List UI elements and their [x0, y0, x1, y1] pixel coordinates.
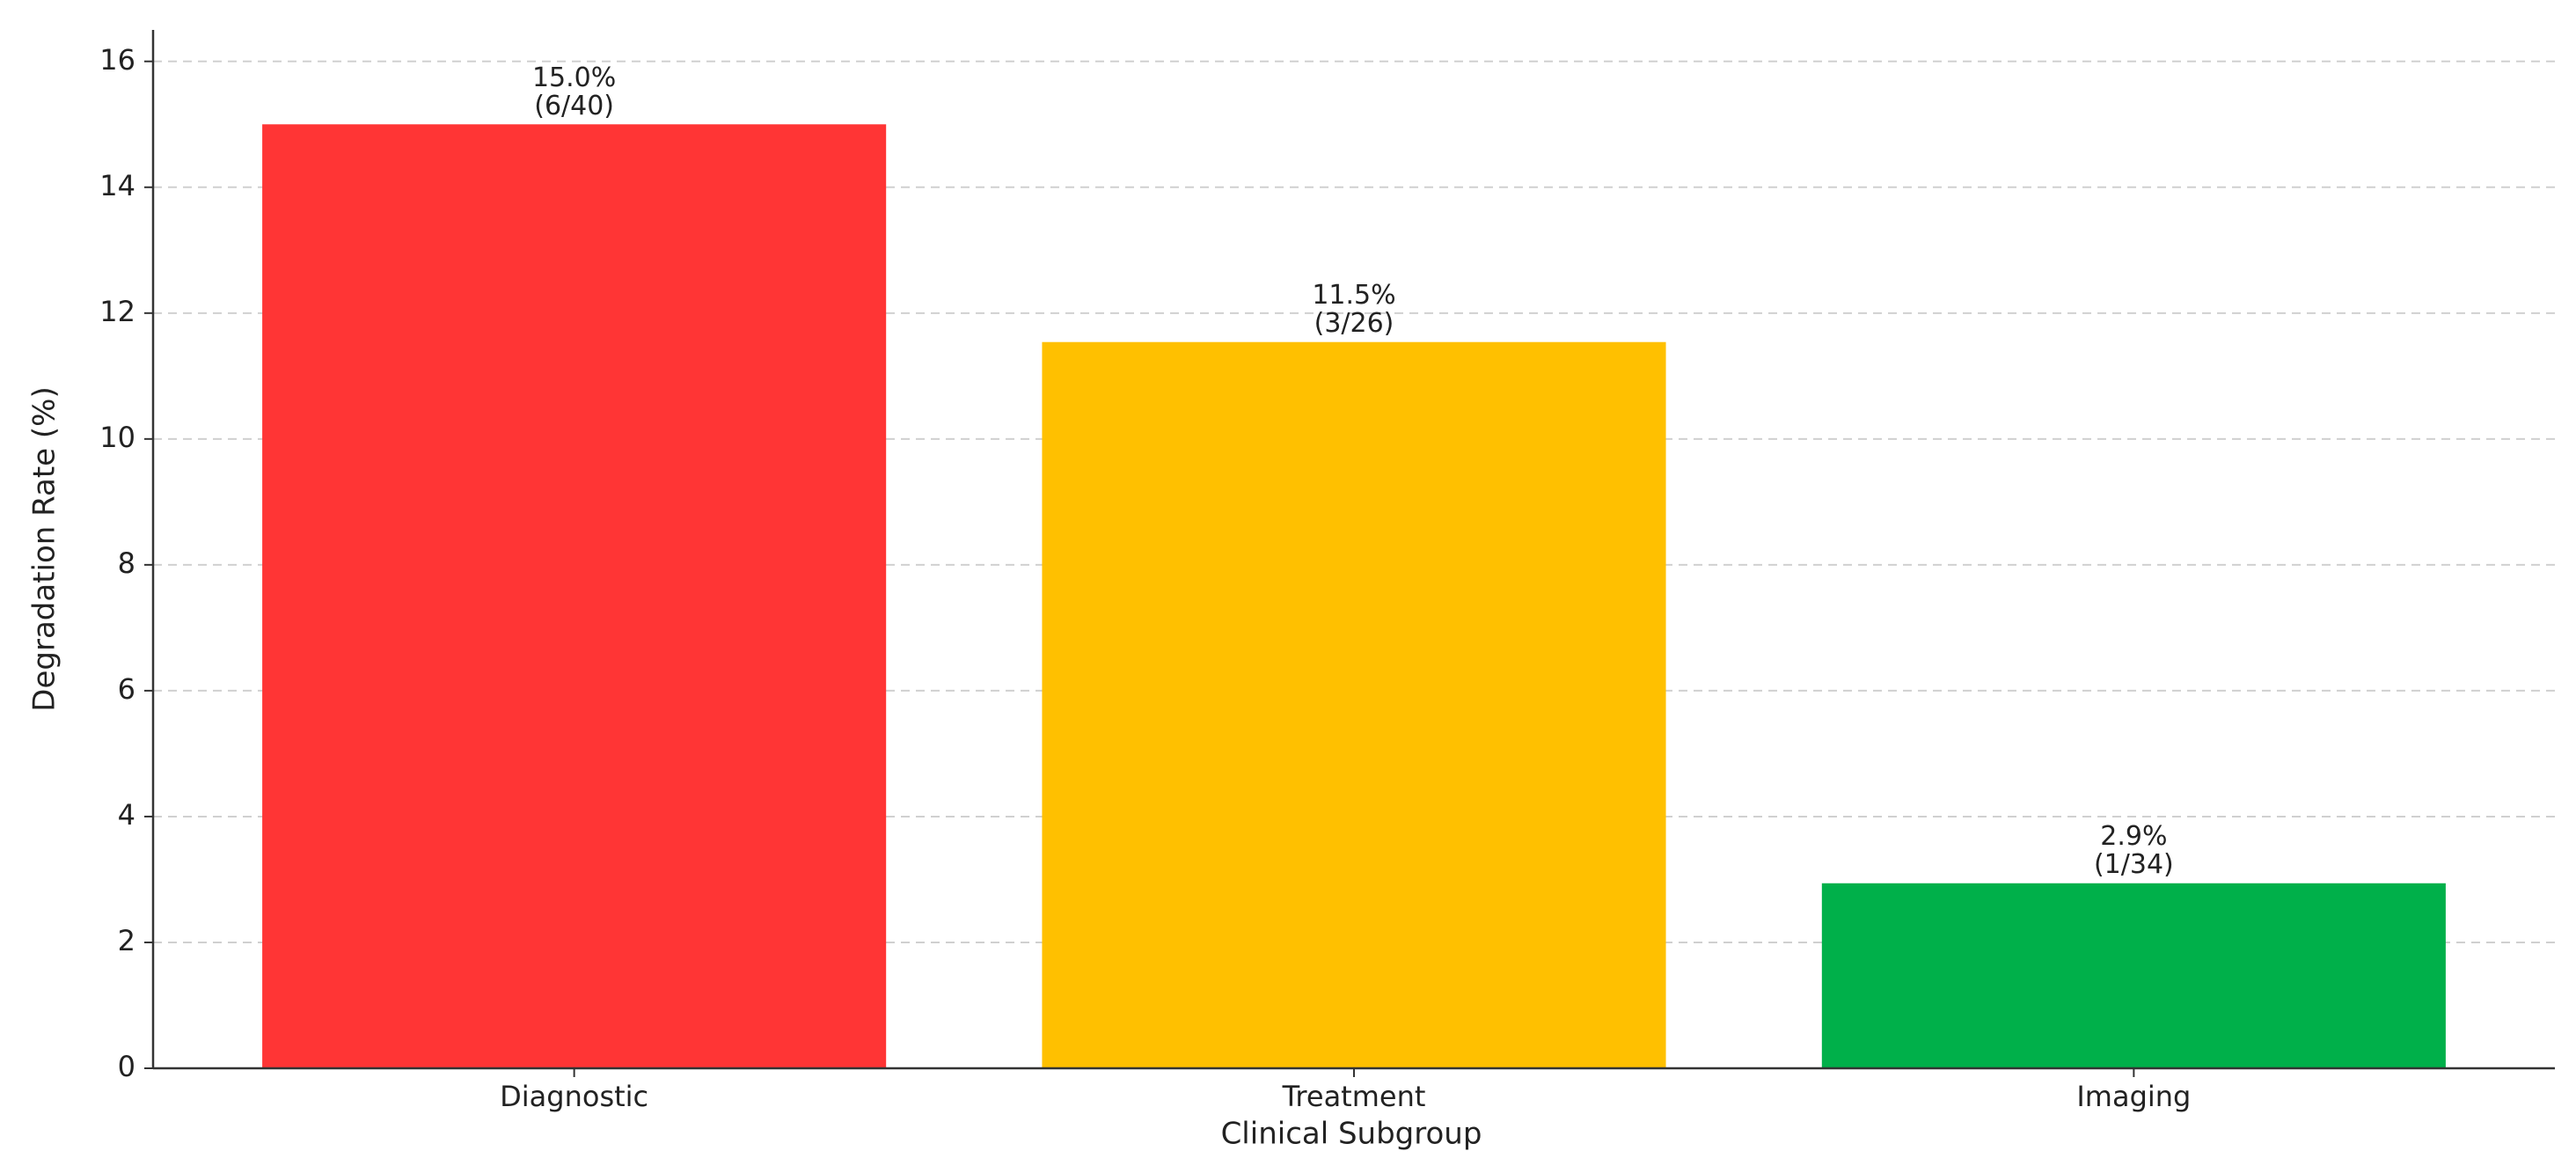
x-tick-label: Treatment	[1282, 1080, 1426, 1113]
value-label: (3/26)	[1314, 308, 1394, 339]
y-tick-label: 6	[118, 672, 135, 706]
x-tick-label: Imaging	[2076, 1080, 2191, 1113]
value-label: (1/34)	[2094, 849, 2174, 880]
bar	[262, 124, 887, 1069]
y-tick-label: 12	[99, 295, 135, 328]
y-tick-label: 0	[118, 1050, 135, 1083]
y-tick-label: 10	[99, 421, 135, 454]
value-label: (6/40)	[534, 91, 614, 121]
bar	[1821, 883, 2446, 1068]
bar	[1042, 341, 1666, 1068]
value-label: 2.9%	[2100, 821, 2167, 852]
y-axis-label: Degradation Rate (%)	[27, 386, 62, 711]
y-tick-label: 8	[118, 546, 135, 580]
y-tick-label: 14	[99, 169, 135, 202]
y-tick-label: 4	[118, 798, 135, 832]
x-axis-label: Clinical Subgroup	[1221, 1117, 1482, 1152]
value-label: 11.5%	[1312, 280, 1395, 311]
y-tick-label: 2	[118, 924, 135, 957]
y-tick-label: 16	[99, 43, 135, 77]
value-label: 15.0%	[532, 62, 616, 93]
x-tick-label: Diagnostic	[500, 1080, 648, 1113]
